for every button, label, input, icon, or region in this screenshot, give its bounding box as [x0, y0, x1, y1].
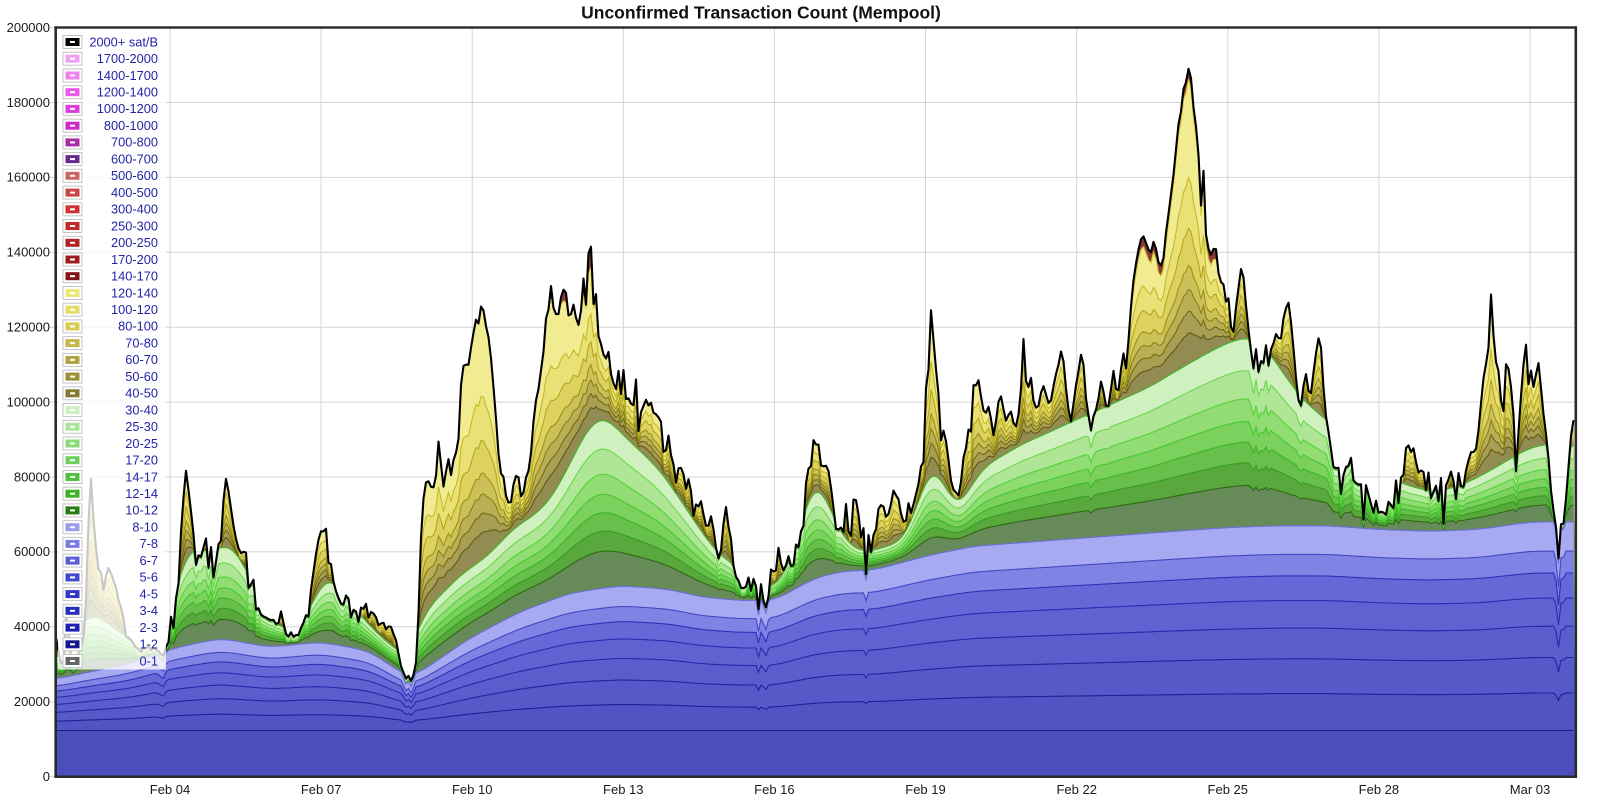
svg-text:Feb 16: Feb 16 — [754, 782, 794, 797]
svg-text:10-12: 10-12 — [125, 503, 158, 518]
svg-text:80-100: 80-100 — [118, 319, 158, 334]
svg-text:1000-1200: 1000-1200 — [97, 101, 158, 116]
svg-text:20000: 20000 — [14, 694, 50, 709]
svg-text:60000: 60000 — [14, 544, 50, 559]
svg-text:Feb 07: Feb 07 — [301, 782, 341, 797]
svg-text:2000+ sat/B: 2000+ sat/B — [89, 34, 158, 49]
svg-text:8-10: 8-10 — [132, 520, 158, 535]
svg-text:80000: 80000 — [14, 469, 50, 484]
svg-text:200000: 200000 — [7, 20, 50, 35]
svg-text:12-14: 12-14 — [125, 486, 158, 501]
svg-text:7-8: 7-8 — [140, 536, 159, 551]
svg-text:1700-2000: 1700-2000 — [97, 51, 158, 66]
svg-text:300-400: 300-400 — [111, 202, 158, 217]
svg-text:140-170: 140-170 — [111, 269, 158, 284]
svg-text:120-140: 120-140 — [111, 285, 158, 300]
svg-text:0: 0 — [43, 769, 50, 784]
svg-text:800-1000: 800-1000 — [104, 118, 158, 133]
svg-text:4-5: 4-5 — [140, 586, 159, 601]
svg-text:160000: 160000 — [7, 170, 50, 185]
svg-text:100-120: 100-120 — [111, 302, 158, 317]
svg-text:Feb 25: Feb 25 — [1208, 782, 1248, 797]
svg-text:500-600: 500-600 — [111, 168, 158, 183]
svg-text:100000: 100000 — [7, 394, 50, 409]
svg-text:Feb 13: Feb 13 — [603, 782, 643, 797]
svg-text:1-2: 1-2 — [140, 637, 159, 652]
svg-text:0-1: 0-1 — [140, 653, 159, 668]
svg-text:140000: 140000 — [7, 245, 50, 260]
svg-text:17-20: 17-20 — [125, 453, 158, 468]
svg-text:6-7: 6-7 — [140, 553, 159, 568]
svg-text:250-300: 250-300 — [111, 218, 158, 233]
svg-text:Feb 10: Feb 10 — [452, 782, 492, 797]
svg-text:1200-1400: 1200-1400 — [97, 85, 158, 100]
svg-text:Feb 28: Feb 28 — [1359, 782, 1399, 797]
svg-text:600-700: 600-700 — [111, 151, 158, 166]
svg-text:180000: 180000 — [7, 95, 50, 110]
svg-text:40000: 40000 — [14, 619, 50, 634]
svg-text:70-80: 70-80 — [125, 335, 158, 350]
svg-text:2-3: 2-3 — [140, 620, 159, 635]
svg-text:200-250: 200-250 — [111, 235, 158, 250]
svg-text:120000: 120000 — [7, 320, 50, 335]
svg-text:25-30: 25-30 — [125, 419, 158, 434]
svg-text:400-500: 400-500 — [111, 185, 158, 200]
svg-text:170-200: 170-200 — [111, 252, 158, 267]
svg-text:50-60: 50-60 — [125, 369, 158, 384]
svg-text:Feb 04: Feb 04 — [150, 782, 190, 797]
svg-text:30-40: 30-40 — [125, 402, 158, 417]
svg-text:Feb 19: Feb 19 — [905, 782, 945, 797]
svg-text:Feb 22: Feb 22 — [1056, 782, 1096, 797]
svg-text:700-800: 700-800 — [111, 135, 158, 150]
svg-text:5-6: 5-6 — [140, 570, 159, 585]
svg-text:60-70: 60-70 — [125, 352, 158, 367]
svg-text:20-25: 20-25 — [125, 436, 158, 451]
svg-text:Unconfirmed Transaction Count: Unconfirmed Transaction Count (Mempool) — [581, 3, 941, 23]
svg-text:14-17: 14-17 — [125, 469, 158, 484]
svg-text:3-4: 3-4 — [140, 603, 159, 618]
svg-text:Mar 03: Mar 03 — [1510, 782, 1550, 797]
svg-text:1400-1700: 1400-1700 — [97, 68, 158, 83]
svg-text:40-50: 40-50 — [125, 386, 158, 401]
